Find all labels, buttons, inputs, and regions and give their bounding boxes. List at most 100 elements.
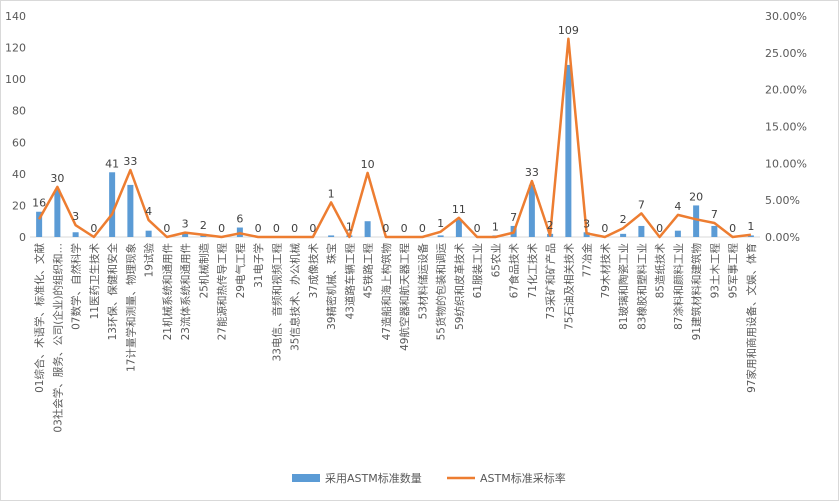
x-tick-label: 47造船和海上构筑物 [380, 243, 393, 340]
bar-data-label: 0 [291, 222, 298, 235]
bar [72, 232, 79, 237]
bar-data-label: 2 [620, 213, 627, 226]
x-tick-label: 17计量学和测量、物理现象 [124, 243, 137, 372]
x-tick-label: 59纺织和皮革技术 [453, 243, 466, 330]
legend-bar-swatch [292, 474, 320, 482]
right-axis-tick-label: 20.00% [765, 84, 807, 97]
x-tick-label: 97家用和商用设备、文娱、体育 [745, 243, 758, 393]
x-tick-label: 49航空器和航天器工程 [398, 243, 411, 351]
axes: 0204060801001201400.00%5.00%10.00%15.00%… [5, 10, 807, 244]
x-tick-label: 01综合、术语学、标准化、文献 [33, 243, 46, 393]
x-tick-label: 85造纸技术 [654, 243, 667, 299]
left-axis-tick-label: 120 [5, 42, 26, 55]
bar-data-label: 7 [711, 208, 718, 221]
bar-data-label: 0 [656, 222, 663, 235]
x-tick-label: 61服装工业 [471, 243, 484, 298]
bar-data-label: 0 [90, 222, 97, 235]
left-axis-tick-label: 40 [12, 168, 26, 181]
bar [747, 235, 754, 237]
bar-data-label: 7 [510, 211, 517, 224]
x-tick-label: 27能源和热传导工程 [216, 243, 229, 341]
x-tick-label: 31电子学 [252, 243, 265, 288]
left-axis-tick-label: 20 [12, 199, 26, 212]
x-tick-label: 25机械制造 [197, 243, 210, 299]
legend-line-label: ASTM标准采标率 [480, 471, 566, 485]
bar-data-label: 3 [583, 217, 590, 230]
bar [528, 184, 535, 237]
bar-data-label: 2 [547, 219, 554, 232]
bar-data-label: 3 [182, 217, 189, 230]
x-tick-label: 03社会学、服务、公司(企业)的组织和… [51, 243, 64, 433]
x-tick-label: 95军事工程 [727, 243, 740, 299]
bar-data-label: 0 [273, 222, 280, 235]
bar-data-label: 30 [50, 172, 64, 185]
left-axis-tick-label: 80 [12, 105, 26, 118]
x-tick-label: 65农业 [489, 243, 502, 277]
x-tick-label: 13环保、保健和安全 [106, 243, 119, 341]
right-axis-tick-label: 10.00% [765, 157, 807, 170]
bar [437, 235, 444, 237]
bar-data-label: 0 [163, 222, 170, 235]
x-tick-label: 79木材技术 [599, 243, 612, 299]
bar-series [36, 64, 754, 237]
x-tick-label: 55货物的包装和调运 [435, 243, 448, 341]
x-tick-label: 73采矿和矿产品 [544, 243, 557, 319]
bar [583, 232, 590, 237]
bar-data-label: 11 [452, 203, 466, 216]
bar-data-label: 1 [437, 217, 444, 230]
bar-data-label: 0 [401, 222, 408, 235]
left-axis-tick-label: 60 [12, 136, 26, 149]
bar [455, 219, 462, 237]
bar-data-label: 20 [689, 190, 703, 203]
x-tick-label: 43道路车辆工程 [343, 243, 356, 320]
bar [145, 230, 152, 237]
x-tick-label: 93土木工程 [708, 243, 721, 299]
bar [109, 172, 116, 237]
x-tick-label: 35信息技术、办公机械 [289, 243, 302, 351]
right-axis-tick-label: 15.00% [765, 121, 807, 134]
x-tick-label: 23流体系统和通用件 [179, 243, 192, 340]
x-tick-label: 71化工技术 [526, 243, 539, 299]
x-tick-label: 75石油及相关技术 [562, 243, 575, 330]
x-tick-labels: 01综合、术语学、标准化、文献 03社会学、服务、公司(企业)的组织和… 07数学、… [33, 243, 758, 433]
bar-data-label: 0 [255, 222, 262, 235]
bar-data-label: 3 [72, 210, 79, 223]
bar-data-label: 2 [200, 219, 207, 232]
x-tick-label: 39精密机械、珠宝 [325, 243, 338, 330]
bar [182, 232, 189, 237]
bar [638, 225, 645, 237]
bar [565, 64, 572, 237]
bar [674, 230, 681, 237]
bar-data-label: 0 [474, 222, 481, 235]
x-tick-label: 67食品技术 [508, 243, 521, 299]
rate-line [38, 37, 752, 239]
legend-bar-label: 采用ASTM标准数量 [325, 471, 422, 485]
bar-data-label: 0 [309, 222, 316, 235]
bar-data-label: 10 [361, 158, 375, 171]
left-axis-tick-label: 100 [5, 73, 26, 86]
bar-data-label: 33 [123, 155, 137, 168]
right-axis-tick-label: 5.00% [765, 194, 800, 207]
x-tick-label: 45铁路工程 [362, 243, 375, 299]
legend: 采用ASTM标准数量 ASTM标准采标率 [292, 471, 566, 485]
x-tick-label: 07数学、自然科学 [70, 243, 83, 330]
right-axis-tick-label: 30.00% [765, 10, 807, 23]
bar-data-label: 0 [382, 222, 389, 235]
bar [127, 184, 134, 237]
bar-data-label: 0 [419, 222, 426, 235]
bar-data-label: 0 [729, 222, 736, 235]
bar [693, 205, 700, 237]
left-axis-tick-label: 140 [5, 10, 26, 23]
bar [620, 233, 627, 237]
x-tick-label: 37成像技术 [307, 243, 320, 299]
bar-data-label: 4 [145, 205, 152, 218]
x-tick-label: 21机械系统和通用件 [161, 243, 174, 340]
bar-data-label: 1 [346, 220, 353, 233]
bar-data-label: 7 [638, 198, 645, 211]
bar-data-label: 41 [105, 157, 119, 170]
bar-data-label: 16 [32, 197, 46, 210]
x-tick-label: 87涂料和颜料工业 [672, 243, 685, 330]
bar-data-label: 1 [747, 220, 754, 233]
bar-data-label: 0 [218, 222, 225, 235]
